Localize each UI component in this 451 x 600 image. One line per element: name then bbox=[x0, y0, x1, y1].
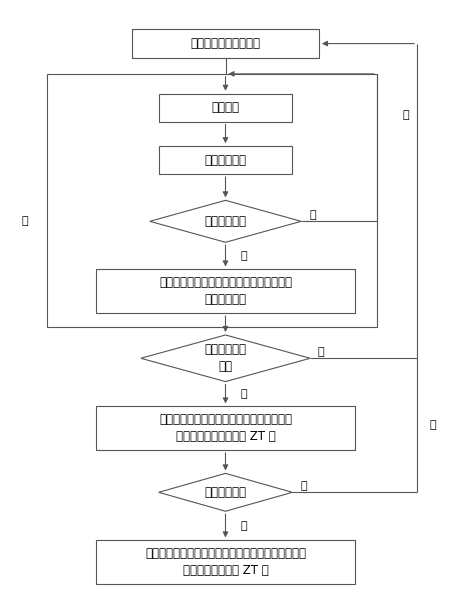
Text: 是: 是 bbox=[22, 217, 28, 226]
Text: 信号采样: 信号采样 bbox=[212, 101, 239, 114]
Polygon shape bbox=[159, 473, 292, 511]
Text: 数据处理得到在不同温度下样品的热导系数、塞贝克
系数、电导系数和 ZT 値: 数据处理得到在不同温度下样品的热导系数、塞贝克 系数、电导系数和 ZT 値 bbox=[145, 547, 306, 577]
Text: 是: 是 bbox=[429, 420, 436, 430]
Text: 是: 是 bbox=[300, 481, 307, 491]
Text: 否: 否 bbox=[403, 110, 409, 120]
Text: 否: 否 bbox=[240, 389, 247, 399]
Text: 是: 是 bbox=[318, 347, 325, 358]
Text: 热电模块电流参数设置: 热电模块电流参数设置 bbox=[190, 37, 261, 50]
Text: 否: 否 bbox=[240, 521, 247, 531]
Text: 是否采样结束: 是否采样结束 bbox=[204, 215, 247, 228]
FancyBboxPatch shape bbox=[97, 269, 354, 313]
FancyBboxPatch shape bbox=[132, 29, 319, 58]
Polygon shape bbox=[141, 335, 310, 382]
Text: 测量不同厘度
样品: 测量不同厘度 样品 bbox=[204, 343, 247, 373]
Text: 数据处理得到样品真实热导系数、赛贝克系
数、电导系数及样品的 ZT 値: 数据处理得到样品真实热导系数、赛贝克系 数、电导系数及样品的 ZT 値 bbox=[159, 413, 292, 443]
Text: 否: 否 bbox=[309, 211, 316, 220]
Text: 实时数据显示: 实时数据显示 bbox=[204, 154, 247, 167]
Text: 是: 是 bbox=[240, 251, 247, 261]
FancyBboxPatch shape bbox=[159, 94, 292, 122]
FancyBboxPatch shape bbox=[97, 406, 354, 450]
FancyBboxPatch shape bbox=[159, 146, 292, 174]
Polygon shape bbox=[150, 200, 301, 242]
FancyBboxPatch shape bbox=[97, 541, 354, 584]
Text: 数据处理得到样品综合热导系数、塞贝克系
数和电导系数: 数据处理得到样品综合热导系数、塞贝克系 数和电导系数 bbox=[159, 276, 292, 306]
Text: 设置不同温度: 设置不同温度 bbox=[204, 486, 247, 499]
